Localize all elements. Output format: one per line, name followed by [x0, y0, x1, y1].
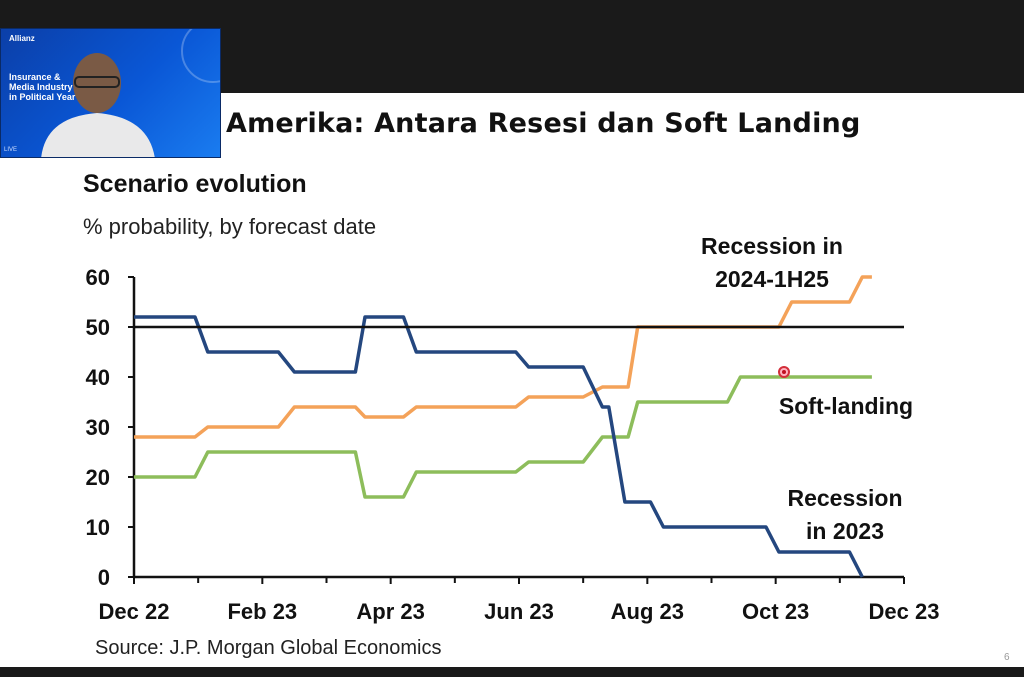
annotation-label: Soft-landing: [779, 393, 913, 419]
cursor-pointer-center: [782, 370, 786, 374]
slide-title: Amerika: Antara Resesi dan Soft Landing: [226, 108, 861, 139]
decorative-ring: [181, 29, 220, 83]
annotation-label: in 2023: [806, 518, 884, 544]
page-number: 6: [1004, 652, 1010, 663]
slide-background: [0, 93, 1024, 667]
event-heading: Insurance & Media Industry in Political …: [9, 72, 76, 102]
presenter-figure: [41, 53, 155, 157]
chart-title: Scenario evolution: [83, 170, 307, 198]
x-tick-label: Dec 23: [869, 599, 940, 624]
annotation-label: 2024-1H25: [715, 266, 829, 292]
webcam-overlay[interactable]: Allianz Insurance & Media Industry in Po…: [0, 28, 221, 158]
live-label: LIVE: [4, 147, 18, 153]
brand-logo: Allianz: [9, 34, 35, 43]
y-tick-label: 60: [86, 265, 110, 290]
x-tick-label: Jun 23: [484, 599, 554, 624]
x-tick-label: Aug 23: [611, 599, 684, 624]
y-tick-label: 20: [86, 465, 110, 490]
y-tick-label: 30: [86, 415, 110, 440]
chart-source: Source: J.P. Morgan Global Economics: [95, 637, 442, 659]
y-tick-label: 10: [86, 515, 110, 540]
y-tick-label: 50: [86, 315, 110, 340]
y-tick-label: 0: [98, 565, 110, 590]
series-line: [134, 375, 872, 499]
annotation-label: Recession: [787, 485, 902, 511]
x-tick-label: Oct 23: [742, 599, 809, 624]
y-tick-label: 40: [86, 365, 110, 390]
x-tick-label: Dec 22: [99, 599, 170, 624]
x-tick-label: Feb 23: [227, 599, 297, 624]
annotation-label: Recession in: [701, 233, 843, 259]
series-line: [134, 315, 864, 578]
chart-subtitle: % probability, by forecast date: [83, 214, 377, 239]
series-line: [134, 275, 872, 439]
x-tick-label: Apr 23: [356, 599, 424, 624]
